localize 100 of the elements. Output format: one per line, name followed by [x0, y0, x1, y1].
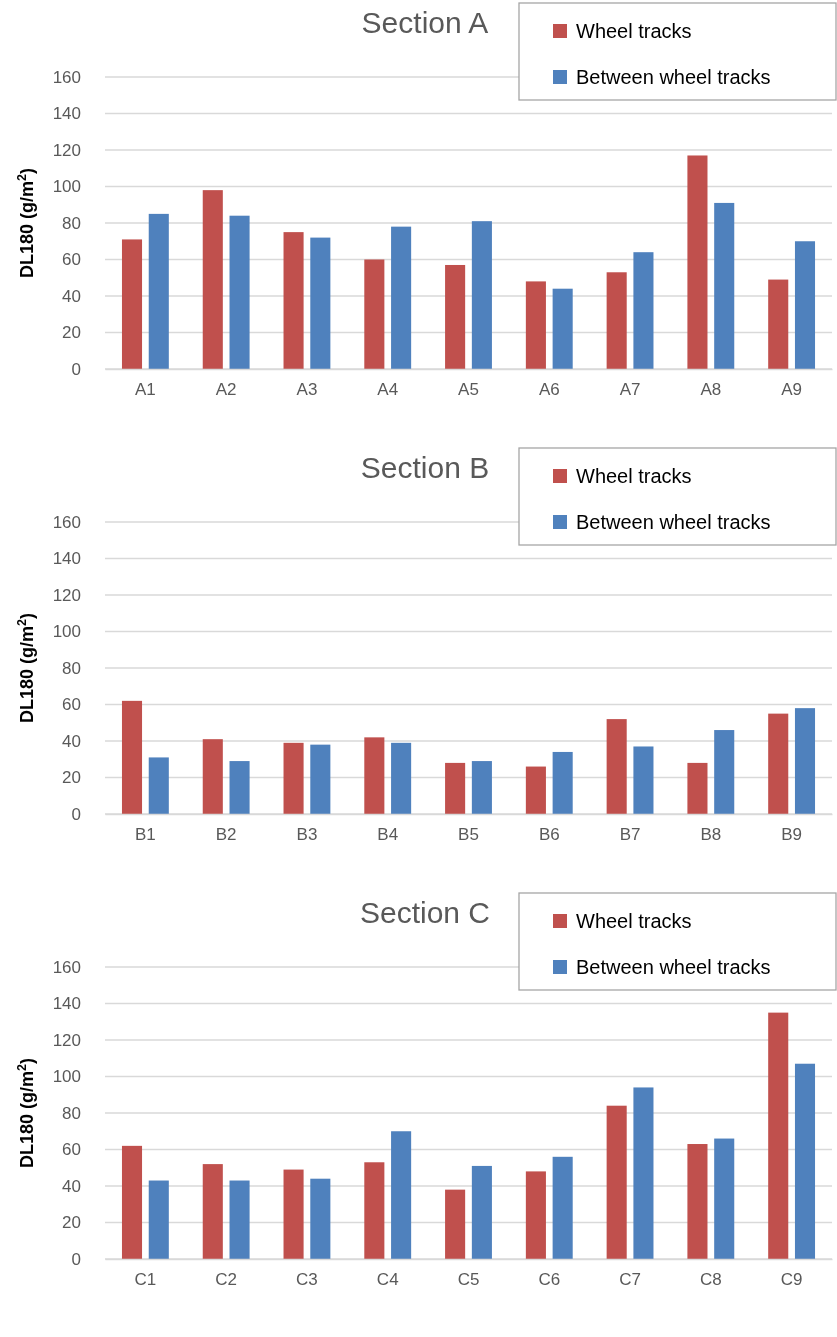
bar — [525, 766, 546, 814]
y-tick-label: 120 — [52, 140, 81, 160]
legend-label: Between wheel tracks — [576, 511, 771, 533]
bar — [310, 744, 331, 814]
y-tick-label: 20 — [62, 768, 81, 788]
legend-label: Wheel tracks — [576, 910, 692, 932]
bar — [445, 762, 466, 814]
x-tick-label: B9 — [781, 825, 803, 845]
bar — [633, 1087, 654, 1259]
x-tick-label: C9 — [780, 1270, 803, 1290]
bar — [714, 730, 735, 814]
x-tick-label: C1 — [134, 1270, 157, 1290]
y-tick-label: 100 — [52, 177, 81, 197]
x-tick-label: B4 — [377, 825, 399, 845]
bar — [606, 1105, 627, 1259]
x-tick-label: C7 — [619, 1270, 641, 1290]
bar — [364, 737, 385, 814]
y-tick-label: 60 — [62, 250, 81, 270]
y-tick-label: 0 — [71, 1249, 81, 1269]
bar — [552, 1156, 573, 1259]
y-tick-label: 120 — [52, 585, 81, 605]
x-tick-label: C3 — [296, 1270, 318, 1290]
bar — [229, 761, 250, 814]
y-tick-label: 20 — [62, 323, 81, 343]
bar — [768, 1012, 789, 1259]
bar — [687, 1144, 708, 1259]
x-tick-label: A1 — [134, 380, 156, 400]
y-tick-label: 80 — [62, 213, 81, 233]
y-tick-label: 140 — [52, 104, 81, 124]
bar — [794, 708, 816, 814]
bar — [714, 202, 735, 369]
x-tick-label: B6 — [538, 825, 560, 845]
y-tick-label: 80 — [62, 658, 81, 678]
bar — [471, 761, 492, 814]
bar — [202, 739, 223, 814]
x-tick-label: C8 — [699, 1270, 722, 1290]
y-tick-label: 40 — [62, 731, 81, 751]
y-tick-label: 160 — [52, 957, 81, 977]
bar — [768, 713, 789, 814]
x-tick-label: A8 — [700, 380, 722, 400]
bar — [229, 1180, 250, 1259]
chart-title: Section A — [361, 6, 489, 39]
x-tick-label: A6 — [538, 380, 560, 400]
y-tick-label: 0 — [71, 804, 81, 824]
bar — [391, 742, 412, 814]
x-tick-label: B3 — [296, 825, 318, 845]
x-tick-label: C4 — [376, 1270, 399, 1290]
bar — [121, 239, 143, 369]
x-tick-label: A5 — [458, 380, 479, 400]
bar — [364, 1162, 385, 1259]
bar — [794, 1063, 816, 1259]
bar — [445, 1189, 466, 1259]
bar — [552, 288, 573, 369]
y-tick-label: 60 — [62, 695, 81, 715]
y-tick-label: 160 — [52, 67, 81, 87]
bar — [283, 1169, 304, 1259]
bar — [391, 226, 412, 369]
y-tick-label: 60 — [62, 1140, 81, 1160]
y-tick-label: 100 — [52, 622, 81, 642]
bar — [121, 700, 143, 814]
bar — [525, 1171, 546, 1259]
bar — [606, 719, 627, 814]
bar — [687, 155, 708, 369]
y-tick-label: 0 — [71, 359, 81, 379]
bar — [445, 264, 466, 369]
x-tick-label: B7 — [619, 825, 641, 845]
bar — [310, 1178, 331, 1259]
bar — [471, 221, 492, 369]
bar — [310, 237, 331, 369]
x-tick-label: A9 — [781, 380, 803, 400]
legend-label: Between wheel tracks — [576, 66, 771, 88]
bar — [391, 1131, 412, 1259]
bar — [148, 213, 169, 369]
legend-label: Wheel tracks — [576, 20, 692, 42]
bar — [202, 1164, 223, 1259]
y-tick-label: 140 — [52, 994, 81, 1014]
y-tick-label: 40 — [62, 286, 81, 306]
x-tick-label: B1 — [134, 825, 156, 845]
legend-label: Between wheel tracks — [576, 956, 771, 978]
x-tick-label: B2 — [215, 825, 237, 845]
x-tick-label: B8 — [700, 825, 722, 845]
y-tick-label: 100 — [52, 1067, 81, 1087]
x-tick-label: A3 — [296, 380, 318, 400]
bar — [148, 757, 169, 814]
bar — [364, 259, 385, 369]
bar — [471, 1165, 492, 1259]
bar — [283, 742, 304, 814]
chart-title: Section C — [359, 896, 491, 929]
y-tick-label: 140 — [52, 549, 81, 569]
x-tick-label: C6 — [538, 1270, 561, 1290]
bar — [202, 190, 223, 369]
x-tick-label: B5 — [458, 825, 479, 845]
x-tick-label: C5 — [457, 1270, 480, 1290]
bar — [633, 252, 654, 369]
bar — [283, 232, 304, 369]
x-tick-label: A7 — [619, 380, 641, 400]
bar — [552, 751, 573, 814]
bar — [121, 1145, 143, 1259]
legend-label: Wheel tracks — [576, 465, 692, 487]
bar — [687, 762, 708, 814]
